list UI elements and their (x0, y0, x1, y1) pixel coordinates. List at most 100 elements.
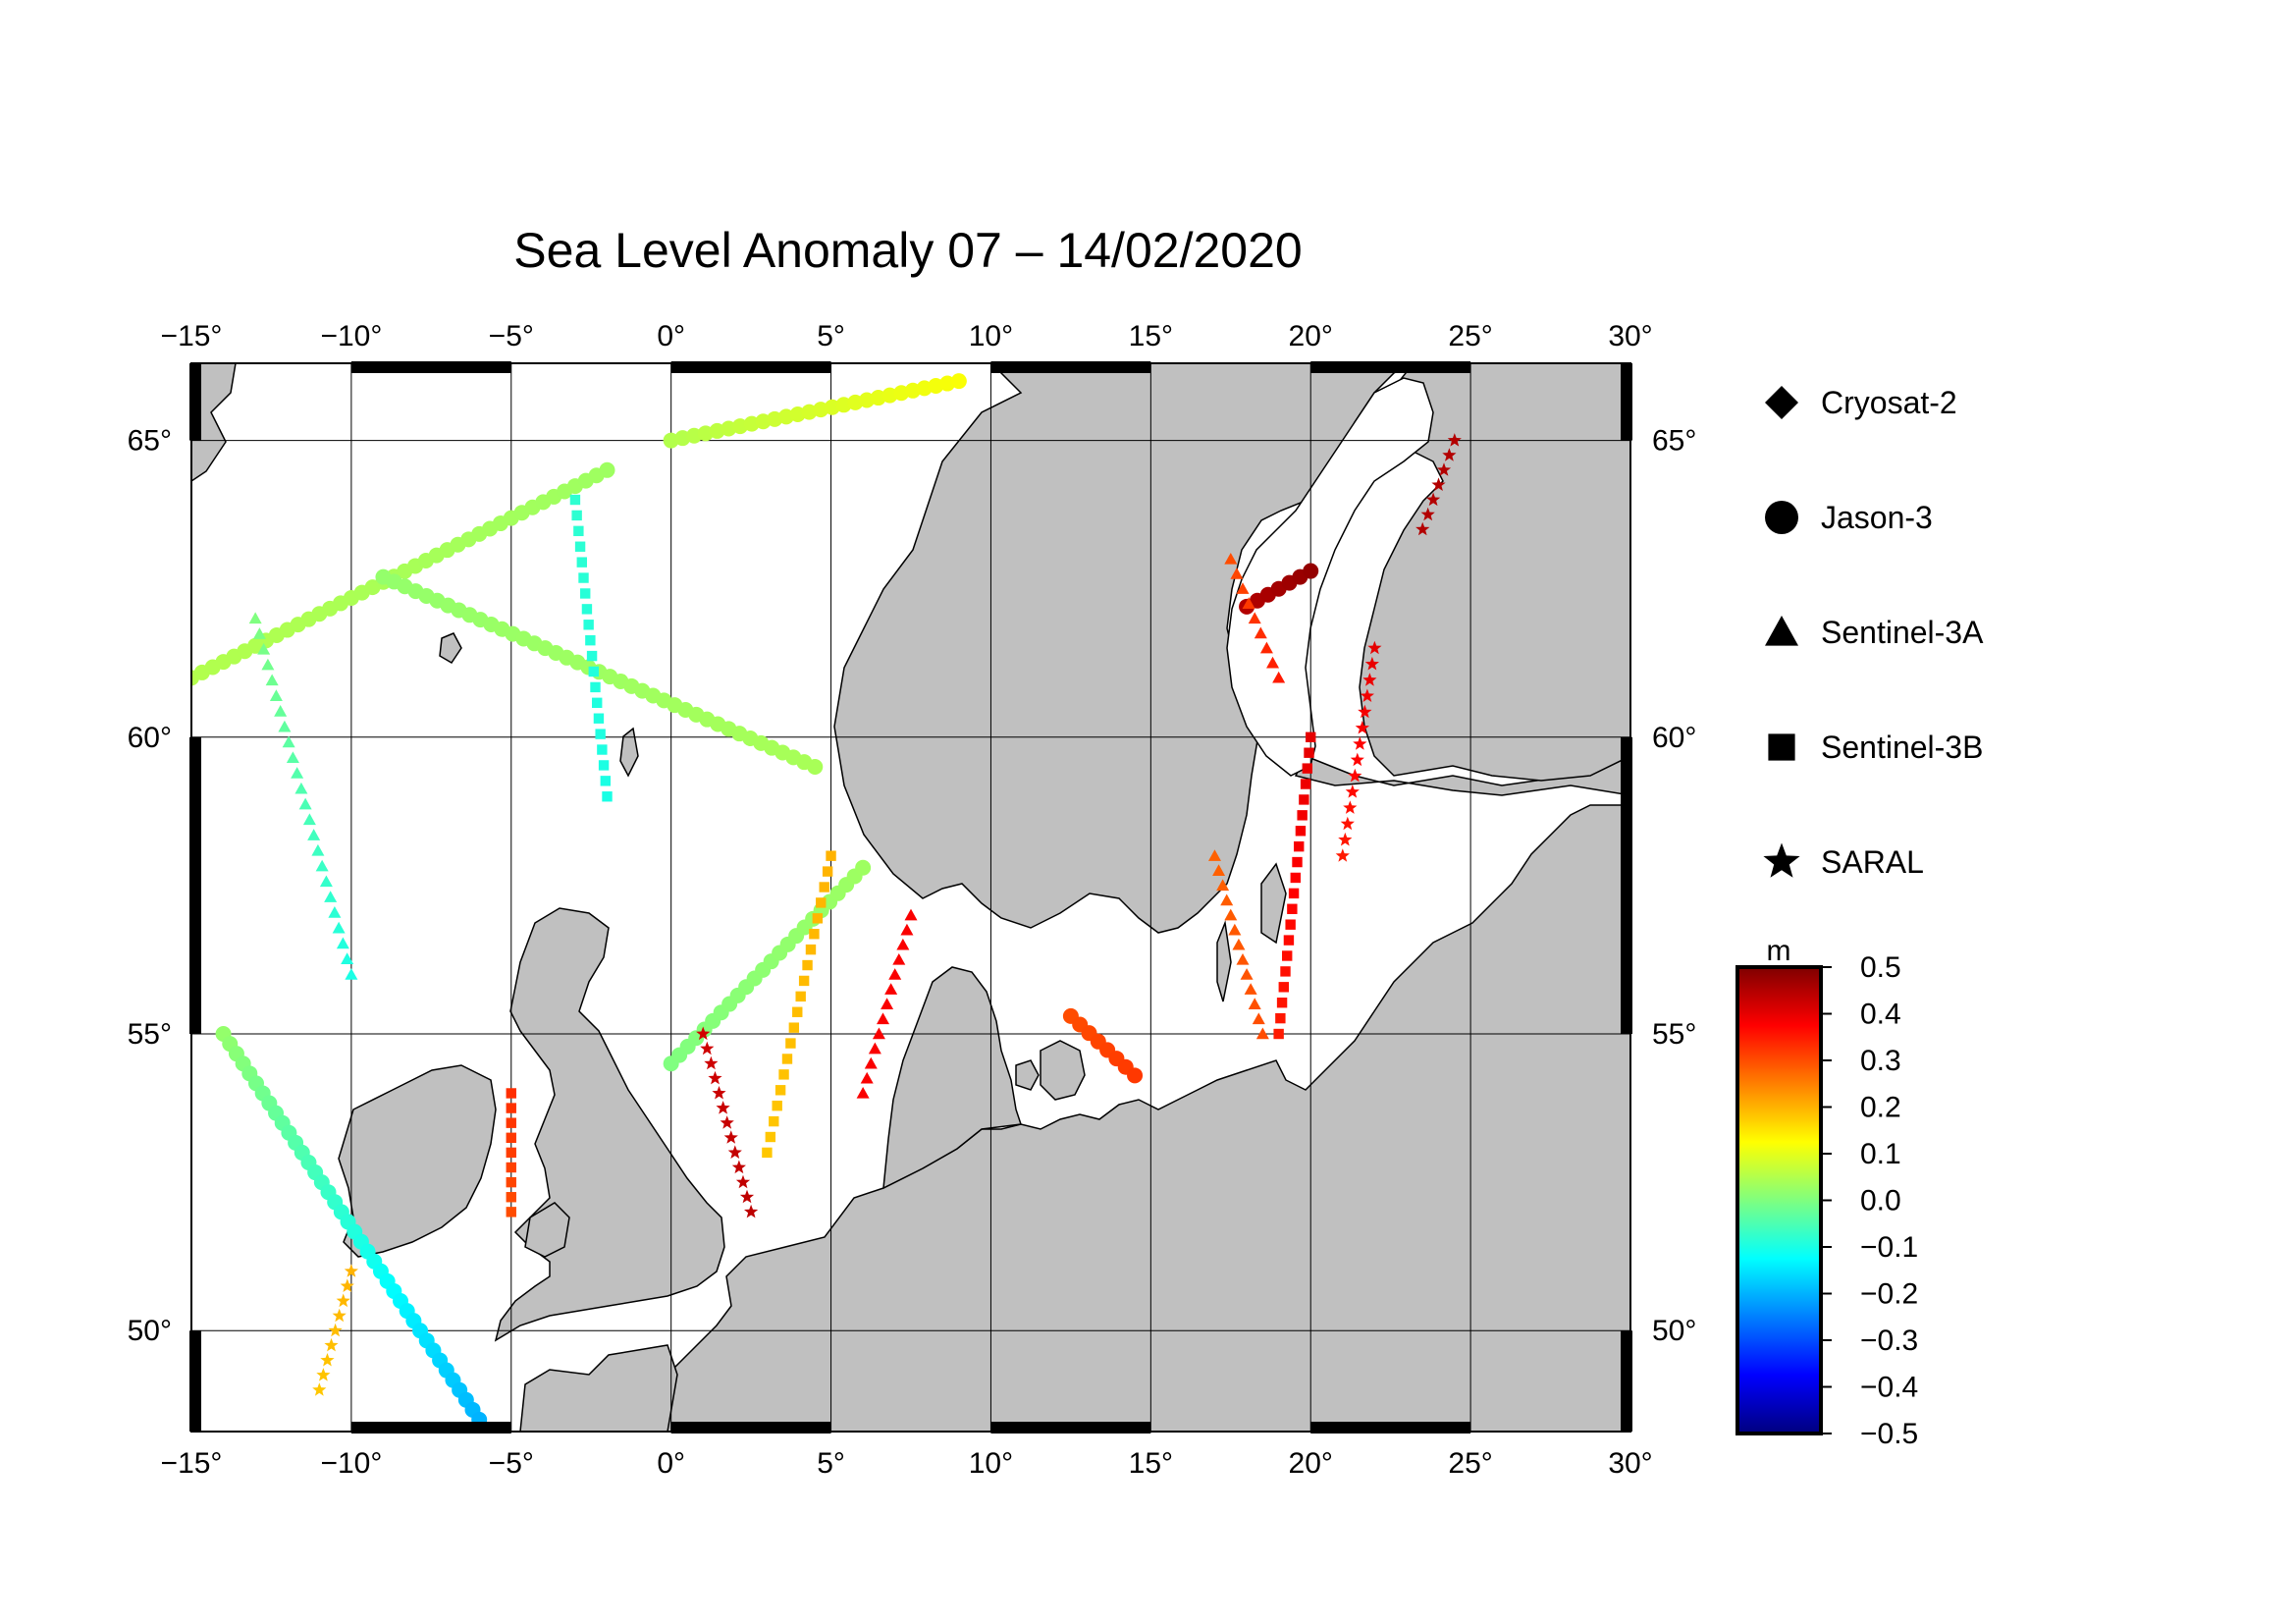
sla-point (1355, 721, 1369, 734)
sla-point (896, 938, 910, 950)
sla-point (1290, 872, 1301, 884)
legend-square-icon (1768, 733, 1795, 761)
sla-point (1364, 656, 1379, 671)
sla-point (805, 944, 817, 955)
sla-point (1335, 848, 1350, 862)
sla-point (324, 1337, 339, 1352)
sla-point (1358, 704, 1372, 719)
sla-point (772, 1100, 782, 1111)
sla-point (1228, 923, 1242, 936)
colorbar-tick-label: 0.1 (1860, 1138, 1901, 1170)
chart-title: Sea Level Anomaly 07 – 14/02/2020 (513, 223, 1302, 278)
sla-point (904, 908, 918, 921)
sla-point (320, 1353, 335, 1367)
sla-point (727, 1145, 742, 1159)
lat-label-left: 65° (128, 425, 172, 458)
sla-point (712, 1086, 726, 1100)
sla-point (336, 937, 349, 949)
satellite-legend: Cryosat-2 Jason-3 Sentinel-3A Sentinel-3B SA… (1763, 385, 1984, 880)
land-gotland (1260, 862, 1287, 945)
sla-point (872, 1027, 885, 1040)
sla-point (807, 759, 824, 776)
sla-point (328, 1323, 343, 1337)
sla-point (700, 1041, 715, 1055)
sla-point (316, 1368, 331, 1381)
sla-point (506, 1162, 516, 1173)
frame-bar-top (1310, 361, 1471, 373)
sla-point (1420, 507, 1435, 521)
sla-point (1240, 968, 1254, 980)
sla-point (1242, 597, 1255, 609)
sla-point (1288, 888, 1300, 899)
sla-point (868, 1042, 881, 1055)
sla-point (345, 968, 358, 980)
map-panel: −15° −15° −10° −10° −5° −5° 0° 0° 5° 5° 10° 10° 15° 1… (128, 320, 1697, 1480)
sla-point (328, 906, 342, 918)
lon-label-top: 15° (1129, 320, 1173, 352)
land-wales (524, 1202, 570, 1258)
sla-point (812, 913, 824, 924)
sla-point (1447, 433, 1462, 447)
sla-point (816, 897, 827, 908)
legend-label: Cryosat-2 (1821, 385, 1957, 420)
sla-point (884, 983, 898, 995)
sla-point (1282, 950, 1293, 961)
legend-star-icon (1763, 842, 1800, 878)
colorbar-tick-label: −0.2 (1860, 1278, 1918, 1311)
sla-point (282, 735, 295, 748)
colorbar-tick-label: −0.1 (1860, 1231, 1918, 1264)
sla-point (585, 634, 596, 646)
sla-point (598, 760, 610, 771)
sla-point (744, 1204, 759, 1218)
sla-point (506, 1132, 516, 1143)
sla-point (1230, 568, 1244, 579)
sla-point (1276, 998, 1288, 1008)
land-oland (1216, 920, 1232, 1002)
sla-point (1297, 810, 1308, 821)
sla-point (1306, 731, 1316, 742)
lat-label-right: 60° (1652, 722, 1696, 754)
sla-point (1348, 768, 1362, 783)
sla-point (600, 776, 611, 786)
colorbar-tick-label: −0.3 (1860, 1325, 1918, 1357)
sla-point (716, 1101, 730, 1114)
sla-point (332, 1308, 347, 1323)
colorbar-tick-label: 0.5 (1860, 951, 1901, 984)
sla-point (795, 991, 806, 1002)
sla-point (1255, 1027, 1269, 1040)
legend-label: Jason-3 (1821, 500, 1933, 535)
sla-point (257, 642, 271, 655)
sla-point (1259, 641, 1273, 654)
sla-point (573, 525, 584, 537)
sla-point (1350, 752, 1364, 767)
lon-label-bottom: 0° (657, 1447, 685, 1480)
sla-point (735, 1174, 751, 1189)
sla-point (1273, 1028, 1284, 1040)
sla-point (315, 859, 329, 872)
sla-point (506, 1192, 516, 1203)
sla-point (590, 681, 601, 693)
sla-point (286, 751, 299, 764)
sla-point (802, 959, 813, 971)
sla-point (506, 1147, 516, 1159)
land-continent (667, 804, 1630, 1432)
sla-point (1275, 1012, 1286, 1024)
sla-point (781, 1054, 793, 1064)
sla-point (274, 705, 288, 717)
sla-point (1224, 552, 1238, 565)
sla-point (602, 791, 613, 802)
frame-bar-left (189, 363, 201, 441)
sla-point (506, 1176, 516, 1188)
sla-point (900, 923, 914, 936)
colorbar-gradient (1735, 965, 1823, 1435)
sla-point (1280, 966, 1291, 977)
sla-point (1338, 832, 1353, 846)
sla-point (860, 1071, 874, 1084)
sla-point (583, 620, 594, 630)
colorbar-unit: m (1767, 935, 1791, 967)
sla-point (571, 510, 582, 521)
legend-circle-icon (1765, 501, 1798, 534)
sla-point (581, 604, 593, 615)
sla-point (506, 1207, 516, 1217)
sla-point (731, 1160, 746, 1174)
